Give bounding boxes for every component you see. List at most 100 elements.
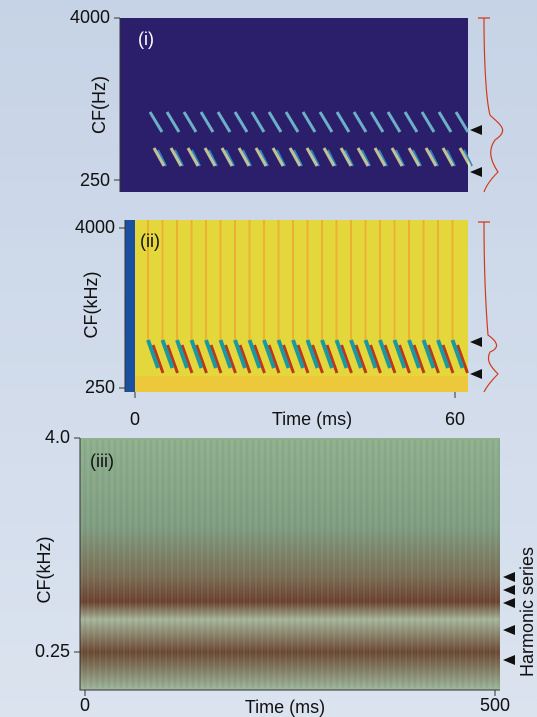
texture [363,339,378,369]
texture [174,149,184,167]
heatmap [125,220,468,392]
texture [369,344,382,374]
texture [373,147,387,167]
texture [151,344,165,374]
texture [284,111,300,133]
texture [157,149,167,167]
texture [339,147,353,167]
texture [420,111,436,133]
texture [254,147,268,167]
texture [225,149,235,167]
texture [421,339,436,369]
texture [407,339,421,369]
texture [424,147,438,167]
texture [412,344,426,374]
texture [262,339,276,369]
panel-label: (i) [138,29,154,49]
axes [74,437,500,696]
texture [224,344,237,374]
texture [325,344,339,374]
texture [242,149,252,167]
texture [250,111,266,133]
y-axis-label: CF(Hz) [89,76,109,134]
panel-iii: 4.0 0.25 CF(kHz) (iii) 0 500 Time (ms) H… [34,427,537,717]
texture [305,147,319,167]
x-axis-label: Time (ms) [272,409,352,429]
y-axis-label: CF(kHz) [81,272,101,339]
texture [195,344,208,374]
x-tick-label: 0 [80,695,90,715]
texture [340,344,353,374]
y-tick-label: 250 [85,377,115,397]
arrowheads [470,337,482,379]
texture [203,147,217,167]
texture [186,147,200,167]
texture [166,344,179,374]
texture [427,344,440,374]
y-axis-label: CF(kHz) [34,537,54,604]
y-tick-label: 4000 [70,7,110,27]
texture [354,344,368,374]
texture [216,111,232,133]
texture [259,149,269,167]
texture [369,111,385,133]
texture [386,111,402,133]
texture [218,339,233,369]
texture [209,344,223,374]
texture [276,339,291,369]
texture [458,147,472,167]
texture [441,344,455,374]
panel-label: (iii) [90,451,114,471]
texture [267,344,281,374]
texture [189,339,204,369]
arrowheads [470,125,482,177]
texture [160,339,175,369]
texture [310,149,320,167]
texture [322,147,336,167]
texture [407,147,421,167]
texture [412,149,422,167]
texture [344,149,354,167]
y-tick-label: 4000 [75,217,115,237]
y-axis [114,17,121,192]
profile [478,17,504,193]
texture [253,344,266,374]
texture [220,147,234,167]
texture [349,339,363,369]
texture [146,339,160,369]
texture [429,149,439,167]
panel-label: (ii) [140,231,160,251]
texture [463,149,473,167]
texture [191,149,201,167]
x-tick-label: 0 [130,409,140,429]
texture [165,111,181,133]
texture [175,339,189,369]
texture [148,111,164,133]
texture [383,344,397,374]
texture [199,111,215,133]
annotation: Harmonic series [517,547,537,677]
texture [276,149,286,167]
texture [291,339,305,369]
texture [446,149,456,167]
texture [296,344,310,374]
texture [237,147,251,167]
texture [233,339,247,369]
texture [169,147,183,167]
texture [403,111,419,133]
texture [247,339,262,369]
texture [320,339,334,369]
texture [454,111,470,133]
y-tick-label: 0.25 [35,641,70,661]
profile [478,221,499,393]
texture [293,149,303,167]
texture [318,111,334,133]
texture [305,339,320,369]
texture [180,344,194,374]
texture [135,376,468,392]
y-tick-label: 4.0 [45,427,70,447]
onset-band [125,220,135,392]
texture [152,147,166,167]
texture [352,111,368,133]
